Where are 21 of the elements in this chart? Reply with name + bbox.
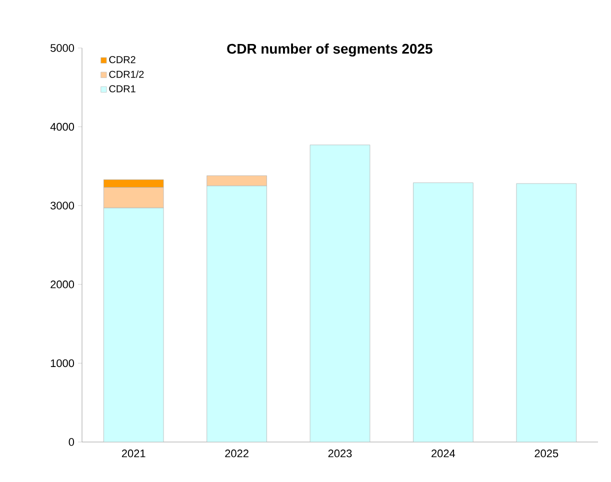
x-tick-label: 2021 [122,450,146,458]
chart-title: CDR number of segments 2025 [227,43,432,57]
x-tick-label: 2024 [432,450,456,458]
x-tick-label: 2023 [328,450,352,458]
legend-label: CDR1/2 [109,70,144,78]
legend-label: CDR2 [109,56,136,64]
y-tick-label: 1000 [50,359,74,368]
bar [206,186,267,442]
bar [206,175,267,186]
x-tick-label: 2025 [534,450,558,458]
bar [413,182,474,442]
y-tick-label: 5000 [50,44,74,52]
x-tick-label: 2022 [225,450,248,458]
bar [310,144,370,442]
y-tick-label: 2000 [50,280,74,288]
bar [516,183,577,442]
y-tick-label: 4000 [50,122,74,131]
y-tick-label: 0 [68,438,74,446]
y-tick-label: 3000 [50,202,74,210]
legend-label: CDR1 [109,85,136,92]
bar [103,208,164,442]
